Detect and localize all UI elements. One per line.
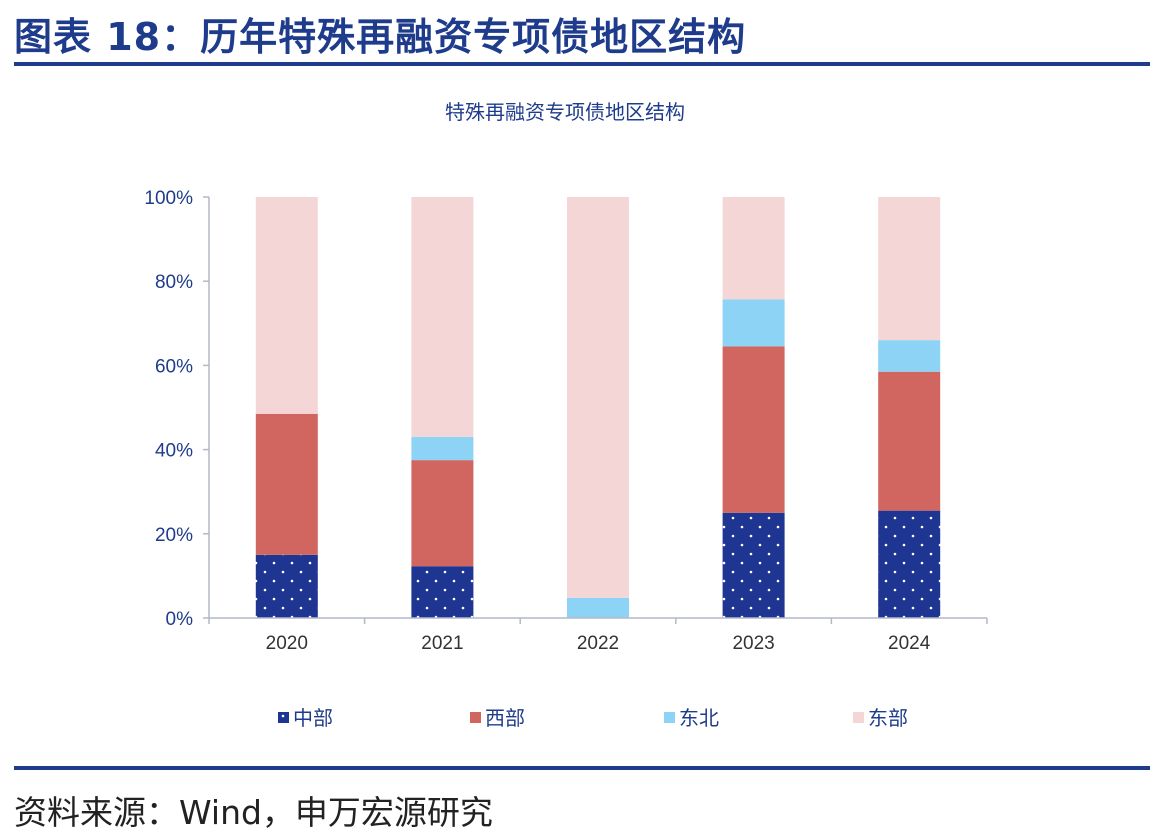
chart-title: 特殊再融资专项债地区结构: [445, 100, 685, 124]
bar-segment-northeast-2024: [878, 340, 941, 372]
x-tick-label: 2024: [888, 633, 931, 654]
bar-segment-eastern-2022: [567, 197, 629, 598]
x-tick-label: 2021: [421, 633, 463, 654]
y-tick-label: 0%: [166, 609, 194, 630]
bar-segment-western-2024: [878, 371, 941, 511]
y-tick-label: 80%: [155, 272, 193, 293]
source-divider: [14, 766, 1150, 770]
legend-label-northeast: 东北: [679, 706, 719, 730]
bar-segment-western-2020: [255, 413, 318, 555]
bar-segment-central-2023: [722, 512, 785, 618]
legend-label-western: 西部: [485, 706, 525, 730]
x-tick-label: 2023: [732, 633, 774, 654]
legend-swatch-central: [278, 712, 289, 723]
bar-segment-central-2020: [255, 554, 318, 618]
bar-segment-central-2021: [411, 566, 474, 618]
bar-segment-eastern-2021: [411, 197, 474, 437]
legend-label-central: 中部: [293, 706, 333, 730]
y-tick-label: 100%: [144, 188, 193, 209]
legend-swatch-eastern: [853, 712, 864, 723]
bar-segment-central-2024: [878, 510, 941, 618]
bar-segment-northeast-2023: [722, 299, 785, 347]
y-tick-label: 60%: [155, 356, 193, 377]
figure-title: 图表 18：历年特殊再融资专项债地区结构: [14, 15, 747, 59]
bar-segment-eastern-2024: [878, 197, 941, 341]
legend-swatch-northeast: [664, 712, 675, 723]
y-tick-label: 20%: [155, 525, 193, 546]
source-note: 资料来源：Wind，申万宏源研究: [14, 793, 493, 832]
bar-segment-western-2021: [411, 460, 474, 567]
bar-segment-eastern-2023: [722, 197, 785, 300]
bar-segment-eastern-2020: [255, 197, 318, 414]
bar-segment-western-2023: [722, 346, 785, 513]
y-tick-label: 40%: [155, 441, 193, 462]
stacked-bar-chart: 特殊再融资专项债地区结构 0% 20% 40% 60% 80% 100% 2020 2021 2…: [144, 100, 988, 730]
legend-swatch-western: [470, 712, 481, 723]
x-tick-label: 2020: [266, 633, 308, 654]
bar-segment-northeast-2021: [411, 436, 474, 461]
bar-segment-northeast-2022: [567, 597, 629, 618]
legend-label-eastern: 东部: [868, 706, 908, 730]
x-tick-label: 2022: [577, 633, 619, 654]
title-divider: [14, 62, 1150, 66]
